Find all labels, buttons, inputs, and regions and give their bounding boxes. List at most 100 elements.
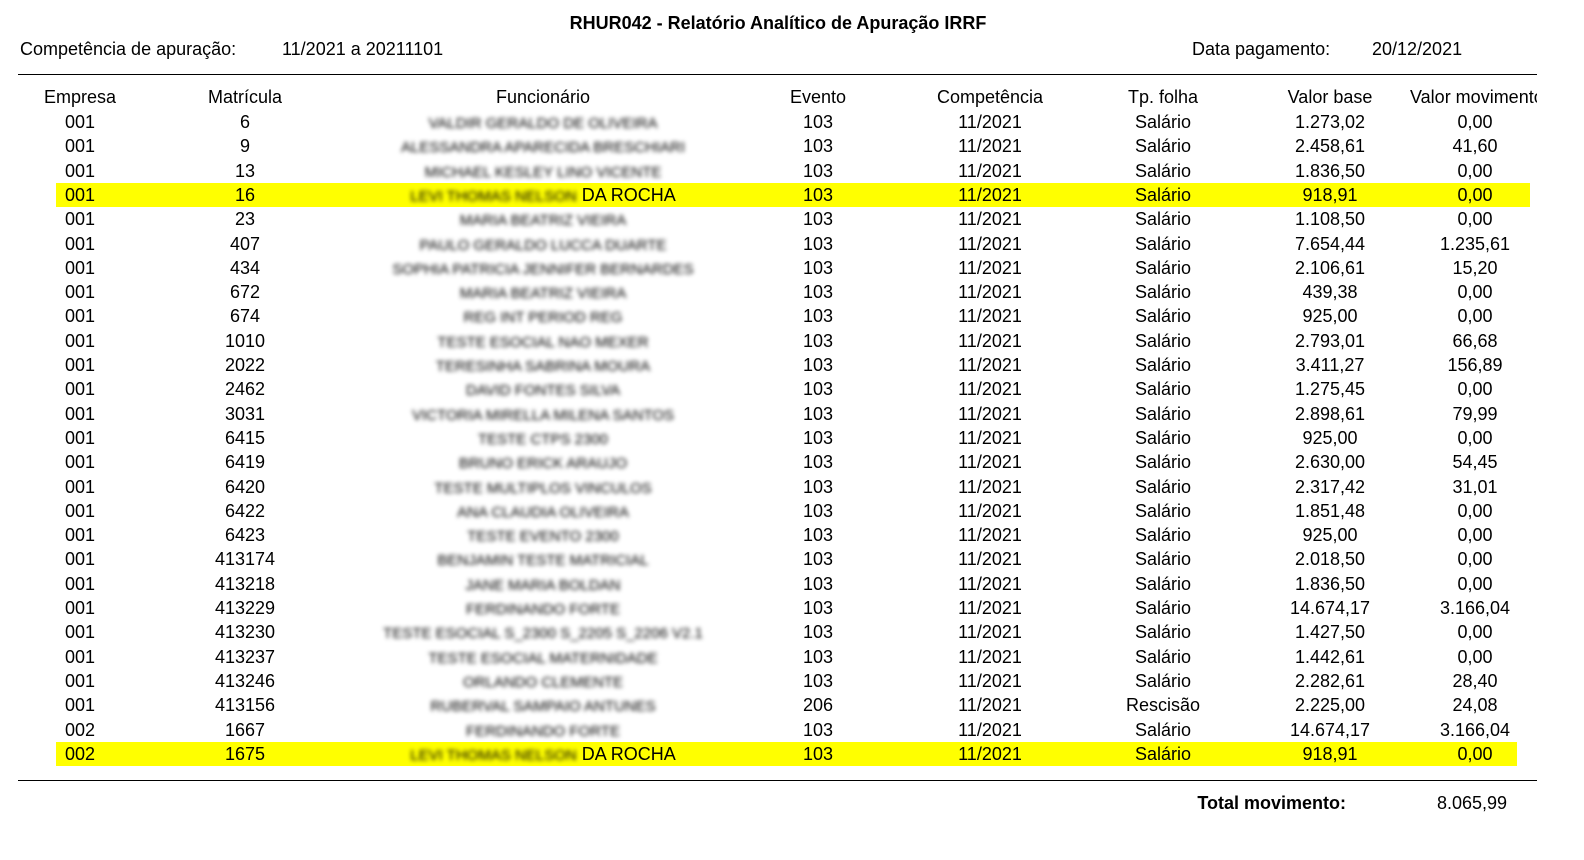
matricula-cell: 6415 bbox=[224, 427, 266, 448]
employee-name: MARIA BEATRIZ VIEIRA bbox=[460, 208, 626, 232]
competencia-cell: 11/2021 bbox=[958, 670, 1022, 691]
employee-name: TESTE CTPS 2300 bbox=[478, 427, 608, 451]
tp-folha-cell: Salário bbox=[1134, 476, 1192, 497]
period-label: Competência de apuração: bbox=[20, 39, 237, 59]
empresa-cell: 001 bbox=[64, 525, 96, 546]
valor-base-cell: 2.898,61 bbox=[1294, 403, 1366, 424]
column-header: Tp. folha bbox=[1127, 87, 1199, 107]
valor-base-cell: 925,00 bbox=[1302, 525, 1358, 546]
valor-base-cell: 2.018,50 bbox=[1294, 549, 1366, 570]
tp-folha-cell: Salário bbox=[1134, 306, 1192, 327]
empresa-cell: 002 bbox=[64, 719, 96, 740]
evento-cell: 206 bbox=[802, 695, 834, 716]
competencia-cell: 11/2021 bbox=[958, 257, 1022, 278]
matricula-cell: 6422 bbox=[224, 500, 266, 521]
valor-movimento-cell: 0,00 bbox=[1457, 622, 1493, 643]
matricula-cell: 413229 bbox=[214, 598, 276, 618]
competencia-cell: 11/2021 bbox=[958, 598, 1022, 618]
evento-cell: 103 bbox=[802, 598, 834, 618]
valor-base-cell: 2.630,00 bbox=[1294, 452, 1366, 473]
evento-cell: 103 bbox=[802, 646, 834, 667]
valor-movimento-cell: 79,99 bbox=[1452, 403, 1498, 424]
valor-movimento-cell: 0,00 bbox=[1457, 500, 1493, 521]
matricula-cell: 6 bbox=[239, 112, 251, 132]
valor-movimento-cell: 0,00 bbox=[1457, 184, 1493, 205]
competencia-cell: 11/2021 bbox=[958, 452, 1022, 473]
valor-base-cell: 918,91 bbox=[1302, 743, 1358, 764]
evento-cell: 103 bbox=[802, 184, 834, 205]
name-part: BENJAMIN TESTE MATRICIAL bbox=[437, 552, 649, 570]
competencia-cell: 11/2021 bbox=[958, 379, 1022, 400]
tp-folha-cell: Salário bbox=[1134, 500, 1192, 521]
employee-name: RUBERVAL SAMPAIO ANTUNES bbox=[430, 694, 655, 718]
valor-movimento-cell: 0,00 bbox=[1457, 112, 1493, 132]
valor-base-cell: 1.427,50 bbox=[1294, 622, 1366, 643]
empresa-cell: 001 bbox=[64, 257, 96, 278]
employee-name: TESTE ESOCIAL S_2300 S_2205 S_2206 V2.1 bbox=[383, 621, 703, 645]
valor-base-cell: 2.225,00 bbox=[1294, 695, 1366, 716]
matricula-cell: 16 bbox=[234, 184, 256, 205]
valor-movimento-cell: 0,00 bbox=[1457, 160, 1493, 181]
valor-movimento-cell: 0,00 bbox=[1457, 743, 1493, 764]
employee-name: ANA CLAUDIA OLIVEIRA bbox=[457, 500, 629, 524]
competencia-cell: 11/2021 bbox=[958, 184, 1022, 205]
evento-cell: 103 bbox=[802, 573, 834, 594]
name-part: MARIA BEATRIZ VIEIRA bbox=[459, 212, 627, 230]
empresa-cell: 001 bbox=[64, 500, 96, 521]
employee-name: ALESSANDRA APARECIDA BRESCHIARI bbox=[401, 135, 685, 159]
competencia-cell: 11/2021 bbox=[958, 330, 1022, 351]
header-rule bbox=[18, 74, 1537, 75]
valor-base-cell: 14.674,17 bbox=[1289, 598, 1371, 618]
competencia-cell: 11/2021 bbox=[958, 622, 1022, 643]
evento-cell: 103 bbox=[802, 330, 834, 351]
column-header: Empresa bbox=[43, 87, 117, 107]
valor-movimento-cell: 3.166,04 bbox=[1439, 719, 1511, 740]
name-part: ALESSANDRA APARECIDA BRESCHIARI bbox=[401, 139, 685, 157]
name-part: TERESINHA SABRINA MOURA bbox=[435, 358, 651, 375]
employee-name: BRUNO ERICK ARAUJO bbox=[459, 451, 627, 475]
name-part: MARIA BEATRIZ VIEIRA bbox=[459, 285, 627, 303]
evento-cell: 103 bbox=[802, 525, 834, 546]
evento-cell: 103 bbox=[802, 282, 834, 303]
empresa-cell: 001 bbox=[64, 646, 96, 667]
tp-folha-cell: Salário bbox=[1134, 743, 1192, 764]
matricula-cell: 674 bbox=[229, 306, 261, 327]
evento-cell: 103 bbox=[802, 719, 834, 740]
employee-name: LEVI THOMAS NELSON DA ROCHA bbox=[410, 743, 675, 767]
tp-folha-cell: Salário bbox=[1134, 136, 1192, 157]
competencia-cell: 11/2021 bbox=[958, 136, 1022, 157]
empresa-cell: 001 bbox=[64, 136, 96, 157]
evento-cell: 103 bbox=[802, 476, 834, 497]
competencia-cell: 11/2021 bbox=[958, 500, 1022, 521]
employee-name: TESTE ESOCIAL MATERNIDADE bbox=[428, 646, 657, 670]
valor-base-cell: 2.458,61 bbox=[1294, 136, 1366, 157]
competencia-cell: 11/2021 bbox=[958, 403, 1022, 424]
competencia-cell: 11/2021 bbox=[958, 476, 1022, 497]
tp-folha-cell: Salário bbox=[1134, 598, 1192, 618]
name-part: ORLANDO CLEMENTE bbox=[462, 673, 624, 691]
tp-folha-cell: Salário bbox=[1134, 209, 1192, 230]
employee-name: LEVI THOMAS NELSON DA ROCHA bbox=[410, 184, 675, 208]
matricula-cell: 23 bbox=[234, 209, 256, 230]
competencia-cell: 11/2021 bbox=[958, 306, 1022, 327]
evento-cell: 103 bbox=[802, 670, 834, 691]
tp-folha-cell: Salário bbox=[1134, 549, 1192, 570]
matricula-cell: 6423 bbox=[224, 525, 266, 546]
empresa-cell: 001 bbox=[64, 670, 96, 691]
competencia-cell: 11/2021 bbox=[958, 719, 1022, 740]
tp-folha-cell: Salário bbox=[1134, 233, 1192, 254]
employee-name: FERDINANDO FORTE bbox=[466, 597, 620, 621]
evento-cell: 103 bbox=[802, 403, 834, 424]
empresa-cell: 001 bbox=[64, 330, 96, 351]
employee-name: MARIA BEATRIZ VIEIRA bbox=[460, 281, 626, 305]
name-part: TESTE MULTIPLOS VINCULOS bbox=[434, 479, 652, 497]
name-part: SOPHIA PATRICIA JENNIFER BERNARDES bbox=[392, 260, 694, 278]
empresa-cell: 001 bbox=[64, 160, 96, 181]
tp-folha-cell: Salário bbox=[1134, 257, 1192, 278]
name-part: FERDINANDO FORTE bbox=[466, 601, 620, 618]
name-part: MICHAEL KESLEY LINO VICENTE bbox=[424, 163, 662, 181]
competencia-cell: 11/2021 bbox=[958, 573, 1022, 594]
name-part: PAULO GERALDO LUCCA DUARTE bbox=[419, 236, 667, 254]
valor-movimento-cell: 66,68 bbox=[1452, 330, 1498, 351]
valor-base-cell: 1.851,48 bbox=[1294, 500, 1366, 521]
